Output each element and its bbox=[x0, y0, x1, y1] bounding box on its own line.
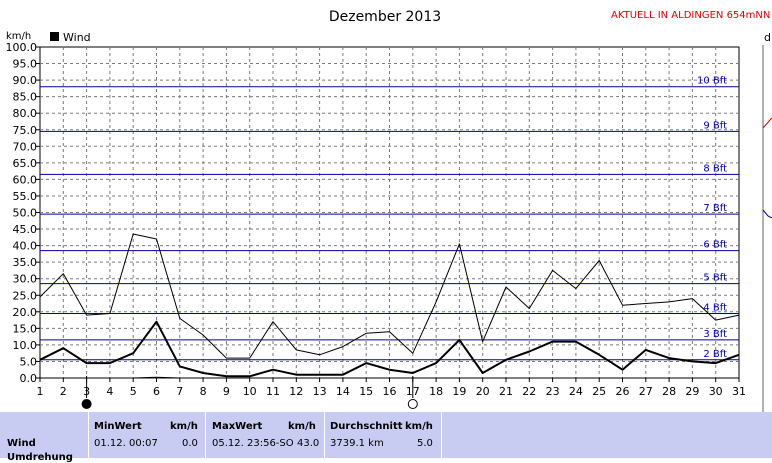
y-tick-label: 95.0 bbox=[13, 58, 38, 71]
beaufort-label: 8 Bft bbox=[703, 163, 727, 174]
series bbox=[39, 233, 740, 379]
y-tick-label: 85.0 bbox=[13, 91, 38, 104]
stats-separator bbox=[324, 412, 325, 458]
x-tick-label: 28 bbox=[662, 385, 676, 398]
y-tick-label: 10.0 bbox=[13, 339, 38, 352]
legend-label: Wind bbox=[63, 31, 91, 44]
x-tick-label: 5 bbox=[130, 385, 137, 398]
min-header: MinWert bbox=[94, 421, 142, 432]
max-header: MaxWert bbox=[212, 421, 263, 432]
x-tick-label: 23 bbox=[546, 385, 560, 398]
x-tick-label: 16 bbox=[383, 385, 397, 398]
beaufort-label: 5 Bft bbox=[703, 273, 727, 284]
x-tick-label: 10 bbox=[243, 385, 257, 398]
x-tick-label: 14 bbox=[336, 385, 350, 398]
avg-header: Durchschnitt bbox=[330, 421, 403, 432]
x-tick-label: 22 bbox=[522, 385, 536, 398]
max-datetime: 05.12. 23:56-SO bbox=[212, 438, 294, 449]
beaufort-label: 7 Bft bbox=[703, 203, 727, 214]
y-tick-label: 45.0 bbox=[13, 223, 38, 236]
beaufort-label: 2 Bft bbox=[703, 349, 727, 360]
x-tick-label: 1 bbox=[37, 385, 44, 398]
y-tick-label: 60.0 bbox=[13, 173, 38, 186]
chart-title: Dezember 2013 bbox=[329, 9, 441, 25]
x-tick-label: 30 bbox=[709, 385, 723, 398]
stats-separator bbox=[205, 412, 206, 458]
x-tick-label: 24 bbox=[569, 385, 583, 398]
x-tick-label: 7 bbox=[176, 385, 183, 398]
y-tick-label: 50.0 bbox=[13, 207, 38, 220]
stats-panel: Wind Umdrehung MinWert km/h 01.12. 00:07… bbox=[0, 412, 772, 463]
neighbour-chart-mark-2 bbox=[762, 209, 772, 219]
series-line-daily-max bbox=[39, 233, 740, 359]
full-moon-icon bbox=[407, 399, 418, 409]
wind-chart: 2 Bft 3 Bft 4 Bft 5 Bft 6 Bft 7 Bft 8 Bft 9 Bft… bbox=[6, 9, 772, 412]
x-tick-label: 29 bbox=[685, 385, 699, 398]
x-tick-label: 4 bbox=[106, 385, 113, 398]
x-tick-label: 19 bbox=[452, 385, 466, 398]
x-tick-label: 11 bbox=[266, 385, 280, 398]
avg-value: 5.0 bbox=[417, 438, 433, 449]
y-tick-label: 20.0 bbox=[13, 306, 38, 319]
stats-row-label: Wind bbox=[7, 438, 36, 449]
stats-separator bbox=[88, 412, 89, 458]
beaufort-label: 9 Bft bbox=[703, 120, 727, 131]
y-tick-label: 25.0 bbox=[13, 289, 38, 302]
beaufort-label: 4 Bft bbox=[703, 302, 727, 313]
y-tick-label: 15.0 bbox=[13, 322, 38, 335]
y-tick-label: 30.0 bbox=[13, 273, 38, 286]
neighbour-chart-mark bbox=[762, 117, 772, 129]
x-tick-label: 21 bbox=[499, 385, 513, 398]
max-unit: km/h bbox=[288, 421, 316, 432]
neighbour-chart-letter: d bbox=[764, 31, 771, 44]
y-tick-label: 80.0 bbox=[13, 107, 38, 120]
y-axis-label: km/h bbox=[6, 31, 31, 42]
y-tick-label: 65.0 bbox=[13, 157, 38, 170]
x-tick-label: 9 bbox=[223, 385, 230, 398]
x-tick-label: 15 bbox=[359, 385, 373, 398]
x-tick-label: 2 bbox=[60, 385, 67, 398]
x-tick-label: 31 bbox=[732, 385, 746, 398]
y-tick-label: 40.0 bbox=[13, 240, 38, 253]
new-moon-icon bbox=[81, 399, 92, 409]
stats-separator bbox=[441, 412, 442, 458]
avg-distance: 3739.1 km bbox=[330, 438, 384, 449]
max-value: 43.0 bbox=[297, 438, 320, 449]
x-tick-label: 6 bbox=[153, 385, 160, 398]
x-tick-label: 25 bbox=[592, 385, 606, 398]
legend-swatch bbox=[50, 32, 59, 41]
moon-phases bbox=[81, 376, 418, 409]
live-link[interactable]: AKTUELL IN ALDINGEN 654mNN bbox=[611, 10, 770, 21]
beaufort-lines: 2 Bft 3 Bft 4 Bft 5 Bft 6 Bft 7 Bft 8 Bft 9 Bft… bbox=[40, 76, 739, 361]
axes: 0.0 5.0 10.0 15.0 20.0 25.0 30.0 35.0 40.0 45.0 50… bbox=[6, 41, 747, 398]
grid bbox=[39, 46, 740, 379]
beaufort-label: 10 Bft bbox=[697, 76, 727, 87]
x-tick-label: 8 bbox=[200, 385, 207, 398]
series-line-daily-mean bbox=[39, 320, 740, 378]
min-datetime: 01.12. 00:07 bbox=[94, 438, 158, 449]
beaufort-label: 3 Bft bbox=[703, 329, 727, 340]
x-tick-label: 20 bbox=[476, 385, 490, 398]
min-unit: km/h bbox=[170, 421, 198, 432]
beaufort-label: 6 Bft bbox=[703, 240, 727, 251]
x-tick-label: 13 bbox=[313, 385, 327, 398]
y-tick-label: 5.0 bbox=[20, 355, 38, 368]
y-tick-label: 0.0 bbox=[20, 372, 38, 385]
x-tick-label: 27 bbox=[639, 385, 653, 398]
y-tick-label: 75.0 bbox=[13, 124, 38, 137]
min-value: 0.0 bbox=[182, 438, 198, 449]
y-tick-label: 35.0 bbox=[13, 256, 38, 269]
x-tick-label: 18 bbox=[429, 385, 443, 398]
y-tick-label: 70.0 bbox=[13, 140, 38, 153]
x-tick-label: 12 bbox=[289, 385, 303, 398]
avg-unit: km/h bbox=[405, 421, 433, 432]
x-tick-label: 26 bbox=[616, 385, 630, 398]
y-tick-label: 90.0 bbox=[13, 74, 38, 87]
series-line-daily-min bbox=[40, 376, 739, 379]
y-tick-label: 100.0 bbox=[6, 41, 38, 54]
y-tick-label: 55.0 bbox=[13, 190, 38, 203]
